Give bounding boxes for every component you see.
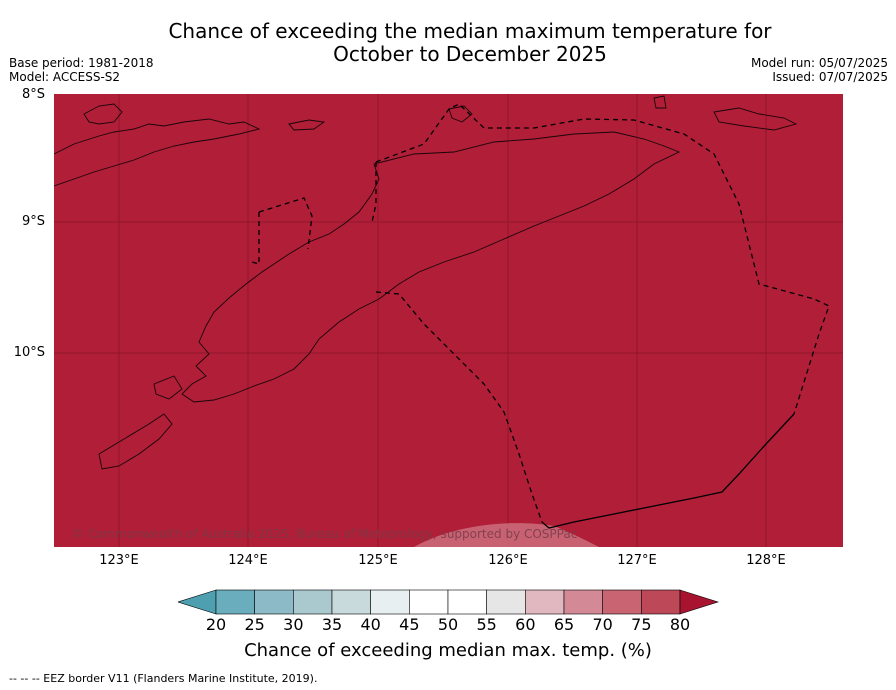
colorbar-segment	[447, 589, 487, 615]
colorbar-segment	[370, 589, 410, 615]
colorbar-tick-label: 35	[321, 615, 343, 634]
colorbar-tick-label: 30	[283, 615, 304, 634]
chart-title: Chance of exceeding the median maximum t…	[120, 20, 820, 66]
colorbar-segment	[525, 589, 565, 615]
colorbar-segment	[641, 589, 681, 615]
lat-label-9s: 9°S	[21, 214, 45, 229]
colorbar-tick-label: 60	[515, 615, 536, 634]
colorbar-tick-label: 65	[553, 615, 575, 634]
lon-label-124e: 124°E	[228, 553, 268, 568]
lighter-patch	[414, 523, 599, 547]
colorbar-tick-label: 55	[476, 615, 497, 634]
colorbar-segment	[254, 589, 294, 615]
eez-border	[251, 103, 830, 523]
lat-label-10s: 10°S	[13, 345, 45, 360]
lon-label-128e: 128°E	[746, 553, 786, 568]
colorbar-segment	[563, 589, 603, 615]
colorbar-tick-label: 20	[205, 615, 227, 634]
lon-label-127e: 127°E	[617, 553, 657, 568]
colorbar-extend-low	[178, 589, 217, 615]
forecast-map	[54, 94, 843, 547]
graticule	[54, 94, 843, 547]
base-period: Base period: 1981-2018	[9, 56, 154, 70]
model-name: Model: ACCESS-S2	[9, 70, 121, 84]
title-line-1: Chance of exceeding the median maximum t…	[168, 19, 772, 43]
colorbar-tick-label: 80	[669, 615, 691, 634]
lat-label-8s: 8°S	[21, 87, 45, 102]
copyright-notice: © Commonwealth of Australia 2025, Bureau…	[72, 527, 578, 541]
colorbar-tick-label: 25	[244, 615, 265, 634]
colorbar-tick-label: 75	[631, 615, 652, 634]
eez-solid-south	[541, 413, 795, 529]
colorbar-segment	[331, 589, 371, 615]
colorbar-tick-label: 50	[437, 615, 459, 634]
colorbar-segment	[602, 589, 642, 615]
lon-label-126e: 126°E	[488, 553, 528, 568]
colorbar-segment	[293, 589, 333, 615]
title-line-2: October to December 2025	[333, 42, 607, 66]
colorbar	[178, 589, 719, 615]
meta-right: Model run: 05/07/2025 Issued: 07/07/2025	[751, 56, 888, 84]
lon-label-123e: 123°E	[99, 553, 139, 568]
colorbar-segment	[409, 589, 449, 615]
colorbar-tick-label: 45	[399, 615, 420, 634]
colorbar-label: Chance of exceeding median max. temp. (%…	[244, 640, 652, 661]
colorbar-tick-label: 40	[360, 615, 381, 634]
colorbar-segment	[215, 589, 255, 615]
map-fill	[54, 94, 843, 547]
colorbar-tick-label: 70	[592, 615, 613, 634]
colorbar-segment	[486, 589, 526, 615]
meta-left: Base period: 1981-2018 Model: ACCESS-S2	[9, 56, 154, 84]
model-run: Model run: 05/07/2025	[750, 56, 888, 70]
eez-footer-note: -- -- -- EEZ border V11 (Flanders Marine…	[9, 672, 318, 685]
issued-date: Issued: 07/07/2025	[772, 70, 888, 84]
colorbar-extend-high	[679, 589, 719, 615]
lon-label-125e: 125°E	[358, 553, 398, 568]
